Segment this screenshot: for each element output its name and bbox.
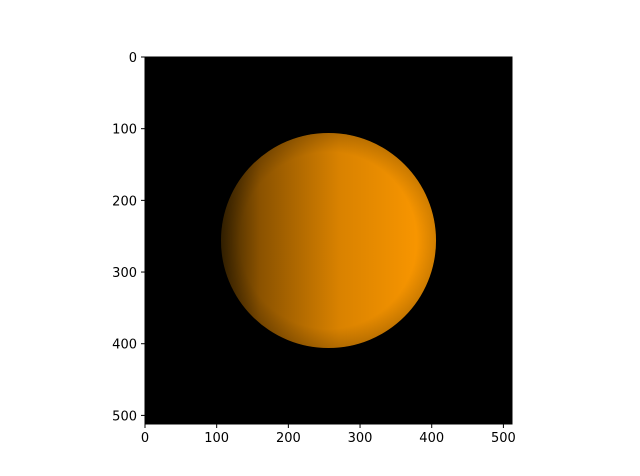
sphere-rim-shading — [220, 132, 437, 349]
x-axis: 0 100 200 300 400 500 — [141, 424, 516, 446]
x-tick-label: 200 — [276, 431, 301, 446]
x-tick-label: 500 — [491, 431, 516, 446]
y-tick-label: 500 — [112, 409, 137, 424]
axes-frame — [144, 56, 513, 425]
y-axis: 0 100 200 300 400 500 — [112, 51, 145, 424]
y-tick-label: 400 — [112, 338, 137, 353]
x-tick-label: 0 — [141, 431, 149, 446]
x-tick-label: 100 — [204, 431, 229, 446]
y-tick-label: 100 — [112, 123, 137, 138]
y-tick-label: 0 — [129, 51, 137, 66]
y-tick-label: 200 — [112, 194, 137, 209]
x-tick-label: 400 — [419, 431, 444, 446]
y-tick-label: 300 — [112, 266, 137, 281]
x-tick-label: 300 — [348, 431, 373, 446]
